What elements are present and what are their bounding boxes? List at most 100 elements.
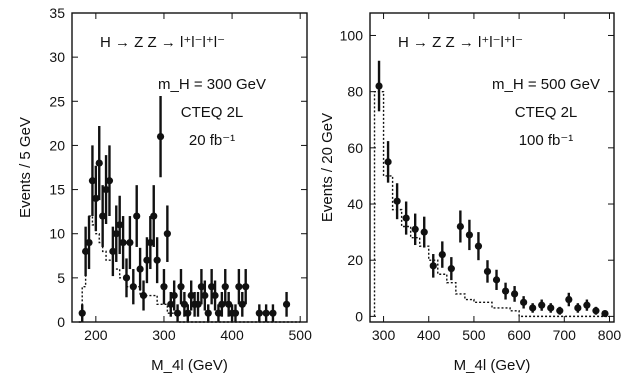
data-point	[116, 221, 124, 229]
data-point	[218, 300, 226, 308]
plot-frame	[369, 12, 615, 323]
y-tick-label: 20	[347, 252, 363, 268]
data-point	[565, 295, 573, 304]
data-point	[184, 309, 192, 317]
data-point	[126, 238, 134, 247]
data-point	[601, 309, 609, 318]
x-axis-label: M_4l (GeV)	[151, 357, 228, 373]
data-point	[136, 265, 144, 273]
data-point	[529, 304, 537, 312]
data-point	[420, 228, 428, 236]
data-point	[78, 309, 86, 317]
data-point	[105, 177, 114, 185]
data-point	[510, 290, 519, 298]
annotation-2: CTEQ 2L	[515, 104, 578, 121]
data-point	[102, 185, 110, 194]
data-point	[235, 283, 243, 291]
data-point	[173, 309, 182, 317]
data-point	[583, 301, 591, 309]
y-tick-label: 5	[57, 270, 65, 286]
y-axis-label: Events / 20 GeV	[319, 113, 336, 222]
data-point	[429, 262, 437, 270]
data-point	[204, 309, 212, 317]
data-point	[231, 309, 240, 317]
x-tick-label: 300	[372, 327, 396, 343]
plot-frame	[71, 12, 308, 323]
x-tick-label: 300	[152, 327, 176, 343]
data-point	[208, 283, 216, 291]
data-point	[112, 230, 120, 238]
panel-1: 0 5 10 15 20 25 30 35 200 300 400 500 M_4l (GeV) Even…	[17, 5, 313, 374]
x-tick-label: 500	[462, 327, 486, 343]
data-point	[197, 283, 206, 291]
data-point	[501, 287, 510, 295]
data-point	[242, 283, 250, 291]
y-tick-label: 25	[49, 93, 65, 109]
annotation-3: 100 fb⁻¹	[519, 132, 574, 149]
data-point	[225, 300, 233, 308]
data-point	[438, 250, 446, 259]
data-point	[492, 276, 501, 284]
y-tick-label: 0	[57, 314, 65, 330]
data-point	[139, 291, 148, 300]
data-point	[194, 300, 202, 308]
annotation-3: 20 fb⁻¹	[189, 132, 235, 149]
data-point	[547, 304, 555, 312]
annotation-1: m_H = 500 GeV	[492, 76, 600, 93]
chart-title: H → Z Z → l⁺l⁻l⁺l⁻	[398, 34, 523, 51]
data-point	[85, 238, 93, 247]
data-point	[99, 212, 107, 220]
data-point	[520, 298, 528, 306]
data-point	[262, 309, 270, 317]
data-point	[187, 291, 195, 300]
y-tick-label: 15	[49, 182, 65, 198]
data-point	[211, 291, 219, 300]
data-point	[88, 177, 97, 185]
x-tick-label: 800	[598, 327, 622, 343]
y-tick-label: 30	[49, 49, 65, 65]
data-point	[143, 256, 151, 264]
data-point	[153, 256, 161, 264]
data-point	[384, 158, 392, 166]
data-point	[133, 212, 141, 220]
data-point	[538, 301, 546, 309]
y-tick-label: 100	[340, 27, 364, 43]
y-tick-label: 20	[49, 137, 65, 153]
x-tick-label: 400	[417, 327, 441, 343]
data-point	[146, 238, 154, 247]
data-point	[447, 265, 455, 273]
data-point	[119, 238, 127, 247]
data-point	[465, 231, 474, 239]
data-point	[92, 194, 100, 202]
data-point	[201, 291, 209, 300]
data-point	[129, 283, 137, 291]
data-point	[177, 283, 185, 291]
data-point	[556, 307, 564, 315]
data-point	[411, 225, 419, 233]
x-tick-label: 400	[220, 327, 244, 343]
data-point	[167, 300, 175, 308]
y-tick-label: 40	[347, 196, 363, 212]
data-point	[163, 230, 171, 238]
data-point	[393, 197, 401, 205]
data-point	[82, 247, 90, 255]
data-point	[483, 267, 492, 276]
data-point	[574, 304, 582, 312]
data-point	[221, 283, 229, 291]
y-tick-label: 0	[355, 308, 363, 324]
x-tick-label: 500	[289, 327, 313, 343]
data-point	[214, 309, 223, 317]
data-point	[282, 300, 291, 308]
x-axis-label: M_4l (GeV)	[454, 357, 531, 373]
data-point	[180, 300, 188, 308]
data-point	[269, 309, 277, 317]
data-point	[255, 309, 263, 317]
data-point	[160, 283, 168, 291]
annotation-2: CTEQ 2L	[181, 104, 244, 121]
data-point	[238, 300, 246, 308]
panel-2: 0 20 40 60 80 100 300 400 500 600 700 800 M_4l (GeV)…	[319, 12, 622, 374]
x-tick-label: 700	[553, 327, 577, 343]
data-point	[109, 247, 117, 255]
